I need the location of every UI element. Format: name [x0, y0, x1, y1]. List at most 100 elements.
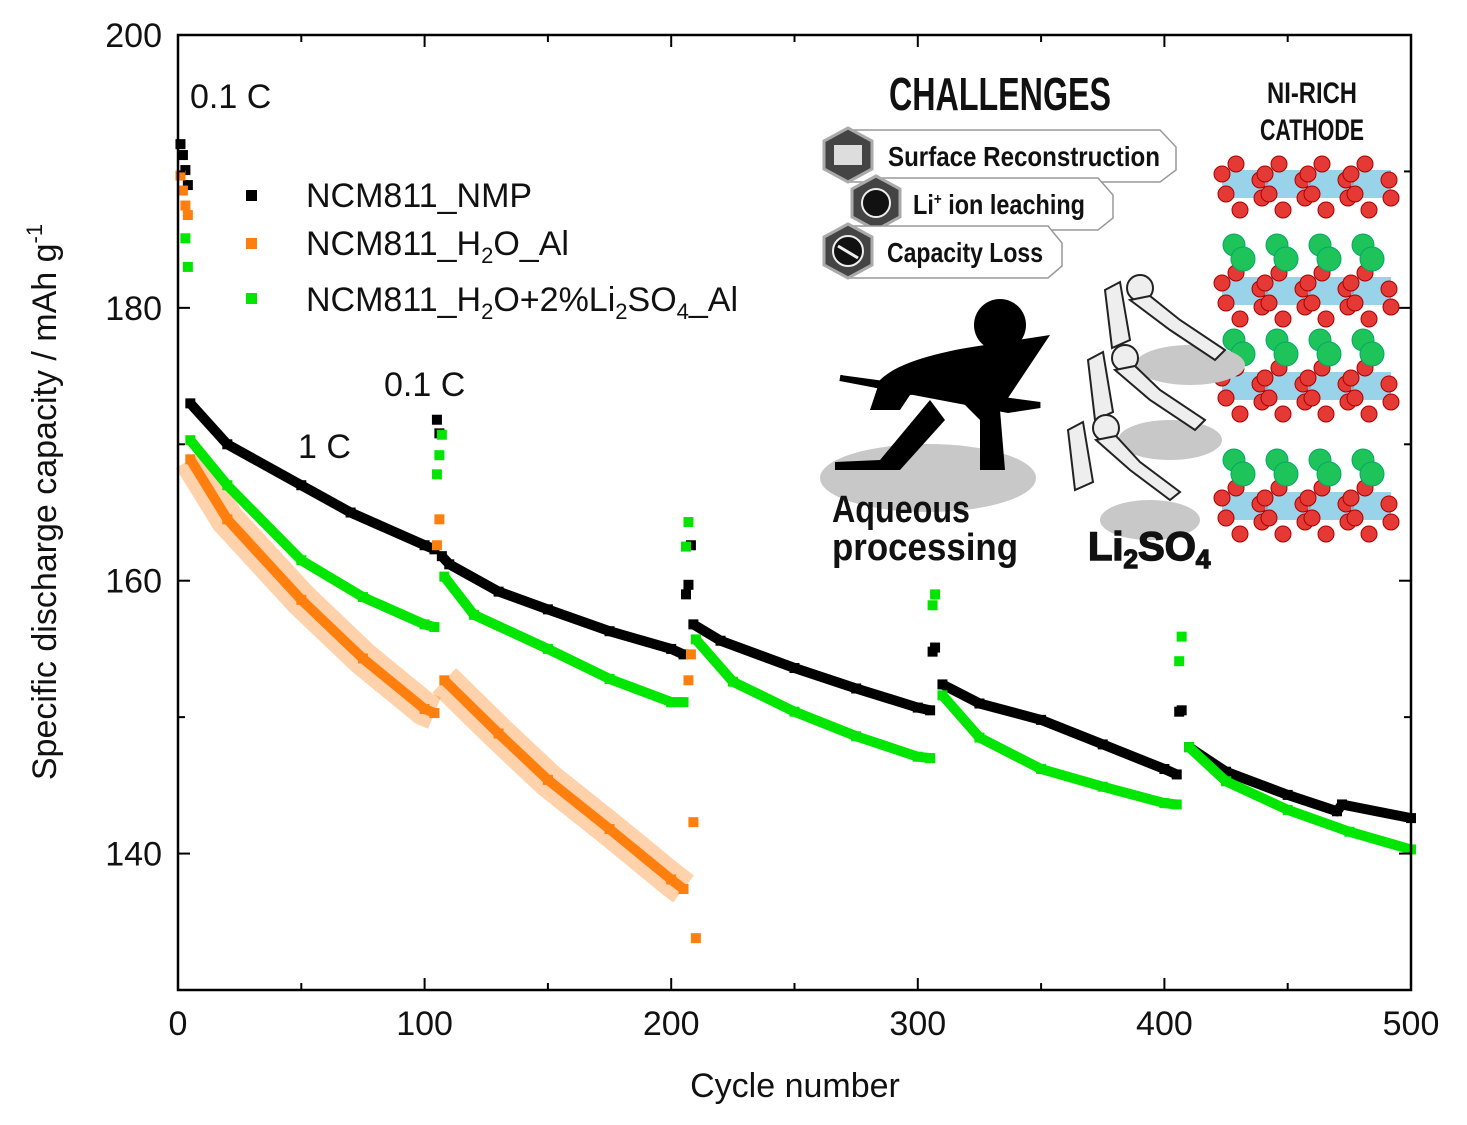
svg-text:Surface Reconstruction: Surface Reconstruction [888, 141, 1160, 172]
cathode-crystal-structure [1213, 155, 1400, 543]
data-point [444, 559, 455, 570]
cathode-label-line1: NI-RICH [1267, 77, 1357, 110]
data-point [222, 480, 233, 491]
data-point [542, 604, 553, 615]
oxygen-atom [1217, 389, 1235, 407]
series-1 [175, 170, 701, 944]
data-point [180, 200, 191, 211]
oxygen-atom [1260, 294, 1278, 312]
oxygen-atom [1382, 513, 1400, 531]
challenges-title: CHALLENGES [889, 68, 1111, 120]
data-point [1097, 781, 1108, 792]
series-trace [1186, 743, 1412, 824]
x-axis-label: Cycle number [690, 1067, 900, 1105]
data-point [180, 233, 191, 244]
oxygen-atom [1217, 294, 1235, 312]
data-point [1171, 769, 1182, 780]
lithium-atom [1316, 341, 1342, 367]
x-tick-label: 500 [1383, 1005, 1440, 1043]
oxygen-atom [1346, 294, 1364, 312]
data-point [439, 571, 450, 582]
data-point [434, 450, 445, 461]
data-point [1174, 656, 1185, 667]
oxygen-atom [1274, 310, 1292, 328]
lithium-atom [1273, 461, 1299, 487]
data-point [177, 150, 188, 161]
data-point [436, 551, 447, 562]
oxygen-atom [1217, 509, 1235, 527]
data-point [1176, 705, 1187, 716]
data-point [604, 824, 615, 835]
lithium-atom [1359, 341, 1385, 367]
y-tick-label: 140 [105, 836, 162, 874]
data-point [175, 139, 186, 150]
data-point [683, 579, 694, 590]
data-point [912, 751, 923, 762]
data-point [542, 643, 553, 654]
challenge-li-ion-leaching: Li+ ion leaching [850, 174, 1114, 232]
data-point [1176, 631, 1187, 642]
data-point [182, 180, 193, 191]
data-point [930, 589, 941, 600]
data-point [1171, 799, 1182, 810]
data-marks [175, 139, 1416, 944]
oxygen-atom [1380, 495, 1398, 513]
data-point [685, 649, 696, 660]
data-point [683, 517, 694, 528]
legend-marker-nmp [246, 190, 257, 201]
oxygen-atom [1342, 274, 1360, 292]
data-point [185, 398, 196, 409]
data-point [1097, 739, 1108, 750]
data-point [688, 619, 699, 630]
data-point [666, 643, 677, 654]
annotation-0.1c-start: 0.1 C [190, 78, 271, 116]
oxygen-atom [1303, 389, 1321, 407]
data-point [789, 706, 800, 717]
data-point [1036, 714, 1047, 725]
lithium-atom [1359, 246, 1385, 272]
oxygen-atom [1382, 298, 1400, 316]
li2so4-label: Li2SO4 [1088, 525, 1211, 574]
legend: NCM811_NMP NCM811_H2O_Al NCM811_H2O+2%Li… [246, 177, 738, 324]
data-point [974, 698, 985, 709]
data-point [688, 817, 699, 828]
data-point [680, 541, 691, 552]
oxygen-atom [1213, 489, 1231, 507]
data-point [357, 592, 368, 603]
oxygen-atom [1299, 369, 1317, 387]
data-point [542, 774, 553, 785]
lithium-atom [1316, 246, 1342, 272]
lithium-atom [1316, 461, 1342, 487]
legend-marker-h2o-li2so4 [246, 293, 257, 304]
oxygen-atom [1380, 280, 1398, 298]
data-point [678, 649, 689, 660]
data-point [851, 731, 862, 742]
data-point [683, 675, 694, 686]
oxygen-atom [1342, 369, 1360, 387]
x-tick-label: 100 [396, 1005, 453, 1043]
y-tick-label: 200 [105, 17, 162, 55]
oxygen-atom [1360, 310, 1378, 328]
series-2 [180, 233, 1416, 855]
data-point [1159, 798, 1170, 809]
oxygen-atom [1274, 525, 1292, 543]
oxygen-atom [1217, 185, 1235, 203]
x-tick-label: 300 [889, 1005, 946, 1043]
data-point [429, 708, 440, 719]
series-trace [438, 552, 686, 659]
data-point [493, 728, 504, 739]
data-point [1344, 826, 1355, 837]
data-point [678, 884, 689, 895]
data-point [666, 874, 677, 885]
data-point [1336, 799, 1347, 810]
x-tick-label: 400 [1136, 1005, 1193, 1043]
error-band [175, 450, 442, 729]
x-tick-label: 0 [169, 1005, 188, 1043]
data-point [177, 185, 188, 196]
data-point [604, 626, 615, 637]
oxygen-atom [1256, 274, 1274, 292]
data-point [851, 683, 862, 694]
legend-label-h2o-li2so4: NCM811_H2O+2%Li2SO4_Al [306, 281, 738, 324]
legend-label-nmp: NCM811_NMP [306, 177, 532, 215]
